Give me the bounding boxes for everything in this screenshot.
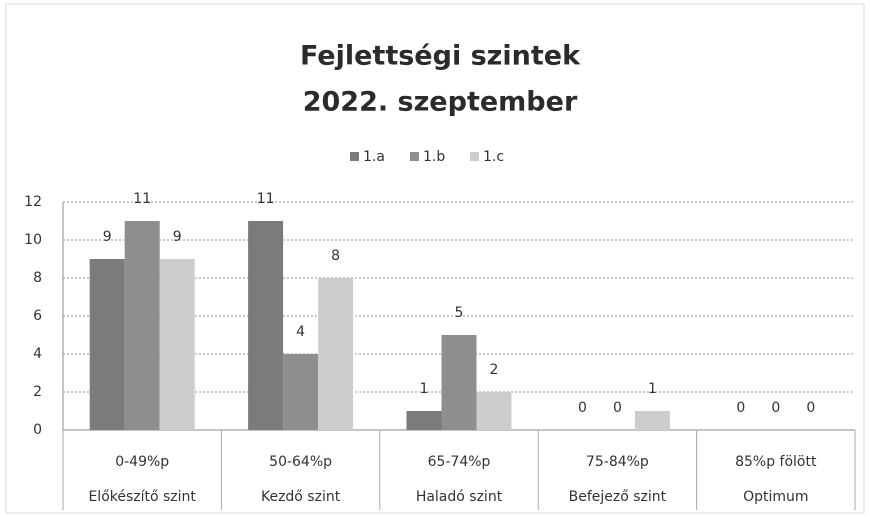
x-tick-label: Előkészítő szint <box>88 489 196 505</box>
bar <box>441 335 477 430</box>
legend-label: 1.a <box>363 149 385 165</box>
legend-swatch <box>410 152 419 161</box>
x-tick-label: 65-74%p <box>428 454 491 470</box>
data-label: 0 <box>578 400 587 416</box>
y-tick-label: 6 <box>33 308 42 324</box>
y-tick-label: 10 <box>24 232 42 248</box>
data-label: 0 <box>613 400 622 416</box>
bar <box>406 411 442 430</box>
data-label: 9 <box>103 229 112 245</box>
data-label: 5 <box>455 305 464 321</box>
x-tick-label: 85%p fölött <box>735 454 817 470</box>
data-label: 11 <box>257 191 275 207</box>
bar <box>89 259 125 430</box>
y-tick-label: 0 <box>33 422 42 438</box>
bar <box>159 259 195 430</box>
y-tick-label: 2 <box>33 384 42 400</box>
bar <box>476 392 512 430</box>
data-label: 4 <box>296 324 305 340</box>
data-label: 11 <box>133 191 151 207</box>
x-tick-label: Befejező szint <box>569 489 667 505</box>
data-label: 1 <box>420 381 429 397</box>
data-label: 9 <box>173 229 182 245</box>
data-label: 0 <box>736 400 745 416</box>
bar <box>634 411 670 430</box>
y-tick-label: 4 <box>33 346 42 362</box>
x-tick-label: 75-84%p <box>586 454 649 470</box>
x-tick-label: 50-64%p <box>269 454 332 470</box>
legend-swatch <box>470 152 479 161</box>
x-tick-label: Optimum <box>743 489 808 505</box>
data-label: 1 <box>648 381 657 397</box>
chart-title: Fejlettségi szintek <box>300 41 581 72</box>
data-label: 2 <box>490 362 499 378</box>
data-label: 0 <box>771 400 780 416</box>
bar <box>248 221 284 430</box>
x-tick-label: 0-49%p <box>115 454 169 470</box>
legend-swatch <box>350 152 359 161</box>
bar <box>318 278 354 430</box>
data-label: 0 <box>806 400 815 416</box>
y-tick-label: 8 <box>33 270 42 286</box>
x-tick-label: Haladó szint <box>416 489 503 505</box>
bar <box>124 221 160 430</box>
legend-label: 1.b <box>423 149 445 165</box>
data-label: 8 <box>331 248 340 264</box>
x-tick-label: Kezdő szint <box>261 489 341 505</box>
chart-subtitle: 2022. szeptember <box>303 87 578 118</box>
bar <box>283 354 319 430</box>
y-tick-label: 12 <box>24 194 42 210</box>
legend-label: 1.c <box>483 149 504 165</box>
